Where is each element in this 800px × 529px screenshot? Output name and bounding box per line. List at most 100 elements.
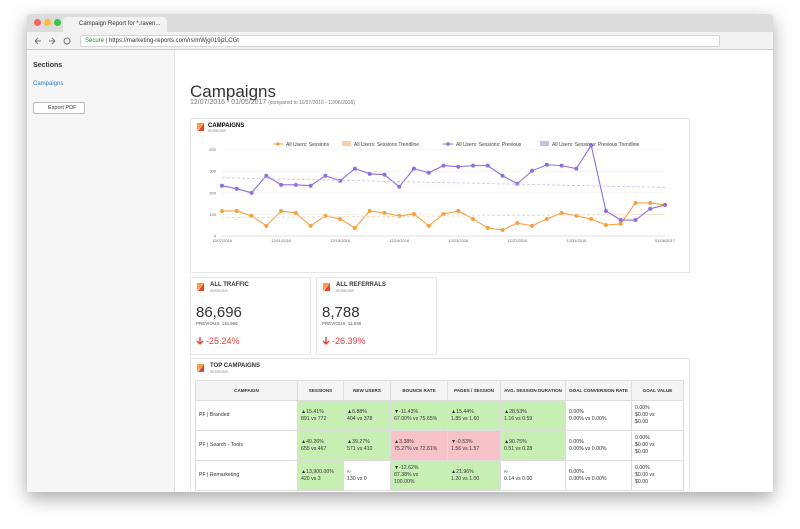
data-point	[648, 206, 653, 211]
kpi-value: 8,788	[322, 304, 360, 321]
data-point	[279, 208, 284, 213]
export-button[interactable]: Export PDF	[33, 102, 85, 114]
kpi-change: -25.24%	[206, 336, 240, 346]
metric-cell: ▲21.96% 1.20 vs 1.00	[447, 460, 501, 491]
maximize-button[interactable]	[54, 19, 61, 26]
cell-line: ▼-12.62%	[394, 465, 419, 471]
table-row: PF | Search - Tools ▲40.26% 655 vs 467 ▲39.…	[195, 430, 684, 461]
data-point	[603, 222, 608, 227]
x-tick-label: 12/31/2016	[566, 238, 587, 243]
cell-line: ▲28.53%	[504, 408, 527, 415]
data-point	[648, 200, 653, 205]
legend-swatch	[446, 142, 450, 146]
data-point	[589, 216, 594, 221]
export-label: Export PDF	[48, 105, 77, 111]
y-tick-label: 400	[209, 147, 216, 152]
data-point	[308, 183, 313, 188]
cell-line: 420 vs 3	[301, 475, 321, 482]
data-point	[382, 210, 387, 215]
metric-cell: 0.00% $0.00 vs $0.00	[631, 430, 684, 461]
minimize-button[interactable]	[44, 19, 51, 26]
cell-line: 0.00% vs 0.00%	[569, 445, 607, 452]
logo	[197, 123, 204, 131]
metric-cell: ▲90.75% 0.51 vs 0.28	[500, 430, 566, 461]
column-header: GOAL VALUE	[631, 380, 684, 401]
y-tick-label: 300	[209, 169, 216, 174]
data-point	[397, 184, 402, 189]
kpi-value: 86,696	[196, 304, 242, 321]
metric-cell: ▲40.26% 655 vs 467	[297, 430, 344, 461]
data-point	[234, 186, 239, 191]
data-point	[352, 226, 357, 231]
tab[interactable]: Campaign Report for *.raven...	[63, 17, 167, 32]
close-button[interactable]	[34, 19, 41, 26]
chart-subtitle: SESSIONS	[208, 129, 227, 133]
data-point	[471, 163, 476, 168]
y-tick-label: 100	[209, 212, 216, 217]
data-point	[308, 223, 313, 228]
down-arrow	[196, 337, 204, 345]
legend-label: All Users: Sessions Trendline	[354, 142, 419, 148]
data-point	[426, 223, 431, 228]
data-point	[574, 166, 579, 171]
cell-line: ▲6.88%	[347, 408, 367, 415]
cell-line: 67.00% vs 75.65%	[394, 415, 438, 422]
chart-panel: CAMPAIGNS SESSIONS 0 100 200 300 400 12/07/20…	[190, 118, 690, 273]
data-point	[485, 163, 490, 168]
cell-line: ▲40.26%	[301, 438, 324, 445]
campaign-name: PF | Branded	[195, 400, 298, 431]
kpi-card: ALL REFERRALS SESSIONS 8,788 PREVIOUS: 11,9…	[316, 277, 437, 355]
data-point	[234, 208, 239, 213]
metric-cell: ▲13,900.00% 420 vs 3	[297, 460, 344, 491]
column-header: AVG. SESSION DURATION	[500, 380, 566, 401]
data-point	[249, 213, 254, 218]
data-point	[456, 164, 461, 169]
logo	[198, 283, 204, 291]
tab-bar: Campaign Report for *.raven...	[27, 14, 773, 32]
cell-line: 130 vs 0	[347, 475, 367, 482]
legend-swatch	[540, 141, 549, 146]
column-header: NEW USERS	[343, 380, 391, 401]
cell-line: ▲3.38%	[394, 438, 414, 445]
legend-label: All Users: Sessions: Previous Trendline	[552, 142, 639, 148]
url-field[interactable]: Secure | https://marketing-reports.com/r…	[80, 35, 720, 47]
cell-line: $0.00	[635, 419, 648, 425]
data-point	[426, 170, 431, 175]
cell-line: 1.56 vs 1.57	[451, 445, 480, 452]
data-point	[456, 208, 461, 213]
data-point	[264, 223, 269, 228]
data-point	[397, 213, 402, 218]
metric-cell: ▲39.27% 571 vs 410	[343, 430, 391, 461]
cell-line: $0.00	[635, 449, 648, 455]
cell-line: 404 vs 378	[347, 415, 373, 422]
metric-cell: ▼-12.62% 87.38% vs 100.00%	[390, 460, 448, 491]
legend-label: All Users: Sessions: Previous	[456, 142, 522, 148]
column-header: CAMPAIGN	[195, 380, 298, 401]
data-point	[530, 223, 535, 228]
comparison: (compared to 11/07/2016 - 12/06/2016)	[268, 100, 355, 106]
cell-line: $0.00 vs	[635, 412, 655, 418]
cell-line: ∞	[347, 468, 351, 475]
metric-cell: ▲3.38% 75.27% vs 72.81%	[390, 430, 448, 461]
data-point	[559, 210, 564, 215]
sidebar-item[interactable]: Campaigns	[33, 81, 64, 87]
table-title: TOP CAMPAIGNS	[210, 363, 261, 369]
metric-cell: 0.00% 0.00% vs 0.00%	[565, 400, 632, 431]
data-point	[411, 211, 416, 216]
metric-cell: ▲15.44% 1.85 vs 1.60	[447, 400, 501, 431]
cell-line: 0.00% vs 0.00%	[569, 475, 607, 482]
data-point	[220, 208, 224, 213]
logo	[323, 283, 330, 291]
data-point	[323, 173, 328, 178]
data-point	[293, 182, 298, 187]
column-header: GOAL CONVERSION RATE	[565, 380, 632, 401]
x-tick-label: 12/11/2016	[271, 238, 291, 243]
y-tick-label: 200	[209, 190, 216, 195]
metric-cell: ▼-11.43% 67.00% vs 75.65%	[390, 400, 448, 431]
kpi-change: -26.39%	[332, 336, 366, 346]
address-bar: Secure | https://marketing-reports.com/r…	[27, 32, 773, 50]
cell-line: 571 vs 410	[347, 445, 373, 452]
logo	[323, 283, 330, 291]
column-header: SESSIONS	[297, 380, 344, 401]
logo	[197, 364, 204, 372]
